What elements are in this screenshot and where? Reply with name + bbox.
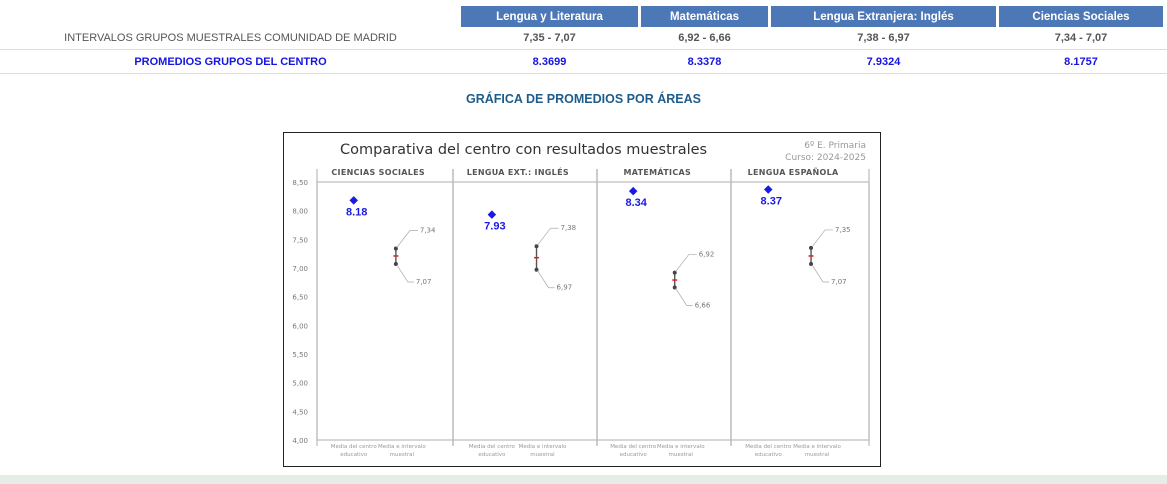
- interval-high-leader: [537, 227, 559, 246]
- interval-low-point: [672, 285, 677, 290]
- interval-low-label: 7,07: [831, 278, 847, 286]
- table-cell: 8.1757: [1064, 55, 1098, 68]
- x-category-label: Media e intervalo: [793, 444, 841, 450]
- table-row: INTERVALOS GRUPOS MUESTRALES COMUNIDAD D…: [0, 27, 1167, 50]
- center-mean-marker: [764, 185, 773, 194]
- x-category-label: Media del centro: [745, 444, 792, 450]
- x-category-label: muestral: [805, 452, 830, 458]
- x-category-label: educativo: [478, 452, 506, 458]
- x-category-label: educativo: [620, 452, 648, 458]
- y-tick-label: 4,50: [292, 408, 308, 416]
- chart-box: Comparativa del centro con resultados mu…: [283, 132, 881, 467]
- interval-high-label: 6,92: [699, 251, 715, 259]
- table-cell: 8.3699: [532, 55, 567, 68]
- table-cell: 7,38 - 6,97: [857, 32, 910, 44]
- y-tick-label: 4,00: [292, 437, 308, 445]
- y-tick-label: 6,50: [292, 294, 308, 302]
- row-label: INTERVALOS GRUPOS MUESTRALES COMUNIDAD D…: [64, 32, 397, 44]
- x-category-label: muestral: [669, 452, 694, 458]
- header-lengua-extranjera: Lengua Extranjera: Inglés: [771, 6, 996, 27]
- center-mean-marker: [487, 210, 497, 219]
- interval-high-label: 7,34: [420, 227, 436, 235]
- interval-low-label: 6,97: [557, 284, 573, 292]
- interval-low-leader: [396, 264, 414, 283]
- panel-title: LENGUA ESPAÑOLA: [748, 167, 839, 177]
- table-cell: 8.3378: [687, 55, 722, 68]
- bottom-bar: [0, 475, 1167, 484]
- table-cell: 7,34 - 7,07: [1054, 32, 1108, 44]
- row-label: PROMEDIOS GRUPOS DEL CENTRO: [134, 55, 327, 68]
- x-category-label: educativo: [755, 452, 783, 458]
- chart-subtitle: Curso: 2024-2025: [785, 153, 866, 163]
- center-mean-label: 7.93: [484, 221, 505, 233]
- x-category-label: muestral: [530, 452, 555, 458]
- chart-subtitle: 6º E. Primaria: [804, 141, 866, 151]
- chart-title: Comparativa del centro con resultados mu…: [340, 142, 707, 158]
- table-row: PROMEDIOS GRUPOS DEL CENTRO 8.3699 8.337…: [0, 50, 1167, 74]
- interval-low-leader: [811, 264, 830, 283]
- header-ciencias-sociales: Ciencias Sociales: [999, 6, 1163, 27]
- table-cell: 7,35 - 7,07: [523, 32, 576, 44]
- plot-frame: [316, 181, 870, 441]
- interval-high-leader: [811, 229, 834, 248]
- comparison-chart: Comparativa del centro con resultados mu…: [292, 141, 870, 458]
- panel-title: LENGUA EXT.: INGLÉS: [467, 166, 569, 177]
- y-tick-label: 7,50: [292, 236, 308, 244]
- interval-high-leader: [396, 230, 418, 248]
- x-category-label: Media del centro: [469, 444, 516, 450]
- table-cell: 6,92 - 6,66: [678, 32, 731, 44]
- section-title: GRÁFICA DE PROMEDIOS POR ÁREAS: [466, 92, 701, 106]
- y-tick-label: 5,00: [292, 380, 308, 388]
- interval-high-leader: [675, 254, 697, 272]
- center-mean-marker: [628, 186, 638, 196]
- interval-low-label: 7,07: [416, 278, 432, 286]
- y-tick-label: 7,00: [292, 265, 308, 273]
- center-mean-label: 8.37: [761, 195, 782, 207]
- interval-low-leader: [537, 270, 555, 289]
- interval-high-label: 7,38: [561, 224, 577, 232]
- center-mean-label: 8.18: [346, 206, 367, 218]
- x-category-label: Media del centro: [610, 444, 657, 450]
- interval-low-label: 6,66: [695, 301, 711, 309]
- table-cell: 7.9324: [866, 55, 901, 68]
- header-matematicas: Matemáticas: [641, 6, 768, 27]
- x-category-label: educativo: [340, 452, 368, 458]
- x-category-label: Media del centro: [331, 444, 378, 450]
- center-mean-marker: [349, 196, 358, 205]
- panel-title: CIENCIAS SOCIALES: [331, 168, 425, 177]
- y-tick-label: 8,00: [292, 208, 308, 216]
- table-header-row: Lengua y Literatura Matemáticas Lengua E…: [0, 6, 1167, 27]
- center-mean-label: 8.34: [625, 197, 647, 209]
- x-category-label: Media e intervalo: [378, 444, 426, 450]
- x-category-label: Media e intervalo: [657, 444, 705, 450]
- y-tick-label: 8,50: [292, 179, 308, 187]
- y-tick-label: 6,00: [292, 322, 308, 330]
- x-category-label: Media e intervalo: [519, 444, 567, 450]
- y-tick-label: 5,50: [292, 351, 308, 359]
- panel-title: MATEMÁTICAS: [624, 166, 692, 177]
- interval-high-point: [672, 270, 677, 275]
- header-lengua-literatura: Lengua y Literatura: [461, 6, 638, 27]
- interval-high-label: 7,35: [835, 226, 851, 234]
- x-category-label: muestral: [390, 452, 415, 458]
- interval-low-leader: [675, 288, 693, 306]
